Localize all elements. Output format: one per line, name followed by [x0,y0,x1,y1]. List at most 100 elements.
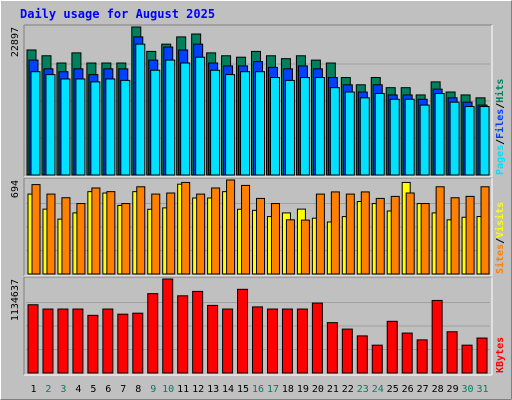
visits-ymax-label: 694 [10,180,21,198]
hits-ymax-label: 22897 [10,27,21,57]
day-label: 14 [222,384,234,395]
pages-bar [135,43,146,176]
sites-bar [151,193,161,275]
pages-bar [389,98,400,176]
sites-bar [241,184,251,275]
kbytes-bar [341,328,353,374]
kbytes-bar [326,322,338,374]
sites-bar [91,187,101,275]
pages-bar [105,78,116,176]
day-label: 11 [177,384,189,395]
pages-bar [344,91,355,176]
pages-bar [404,98,415,176]
kbytes-bar [401,332,413,374]
kbytes-bar [237,288,249,374]
sites-bar [256,197,266,275]
pages-bar [120,79,131,176]
pages-bar [90,81,101,176]
day-label: 29 [447,384,459,395]
day-label: 28 [432,384,444,395]
sites-bar [315,193,325,275]
sites-bar [61,197,71,275]
chart-title: Daily usage for August 2025 [20,7,215,21]
kbytes-bar [461,344,473,374]
kbytes-bar [207,304,219,374]
day-label: 18 [282,384,294,395]
day-label: 3 [60,384,66,395]
legend-pages: Pages [495,145,506,175]
day-label: 19 [297,384,309,395]
pages-bar [419,104,430,176]
day-label: 27 [417,384,429,395]
sites-bar [270,203,280,275]
kbytes-bar [476,337,488,374]
sites-bar [450,197,460,275]
kbytes-bar [356,335,368,374]
pages-bar [314,77,325,176]
sites-bar [465,195,475,275]
kbytes-bar [386,320,398,374]
kbytes-bar [177,295,189,374]
day-label: 20 [312,384,324,395]
kbytes-bar [57,308,69,374]
hits-files-pages-legend: Pages/Files/Hits [494,79,506,175]
legend-sites: Sites [494,244,506,274]
sites-bar [375,197,385,275]
sites-bar [360,191,370,275]
sites-bar [435,186,445,275]
sites-bar [136,186,146,275]
sites-bar [31,184,41,275]
kbytes-bar [192,290,204,374]
day-label: 25 [387,384,399,395]
pages-bar [329,87,340,176]
day-label: 16 [252,384,264,395]
day-label: 15 [237,384,249,395]
day-label: 5 [90,384,96,395]
pages-bar [269,77,280,176]
pages-bar [255,71,266,176]
kbytes-panel [23,276,493,376]
kbytes-bar [102,308,114,374]
kbytes-bar [162,278,174,374]
sites-bar [181,181,191,275]
pages-bar [284,79,295,176]
kbytes-bar [371,344,383,374]
pages-bar [434,92,445,176]
kbytes-bar [27,304,39,374]
day-label: 24 [372,384,384,395]
kbytes-bar [222,308,234,374]
sites-bar [166,192,176,275]
sites-bar [405,192,415,275]
pages-bar [479,106,490,176]
pages-bar [150,69,161,176]
kbytes-bar [117,313,129,374]
kbytes-legend: KBytes [495,337,506,373]
day-axis-labels: 1 2 3 4 5 6 7 8 9 10 11 12 13 14 15 16 17 18 19 20 21 22 23 24 2… [30,384,488,395]
sites-bar [76,203,86,275]
pages-bar [449,101,460,176]
pages-bar [165,59,176,176]
kbytes-ymax-label: 1134637 [10,279,21,321]
visits-sites-panel [23,177,493,277]
kbytes-bar [281,308,293,374]
hits-files-pages-panel [23,24,493,178]
sites-bar [420,203,430,275]
legend-separator: / [495,139,506,145]
day-label: 31 [476,384,488,395]
sites-bar [196,193,206,275]
sites-bar [226,179,236,275]
sites-bar [46,193,56,275]
legend-files: Files [494,109,506,139]
pages-bar [374,92,385,176]
day-label: 8 [135,384,141,395]
day-label: 7 [120,384,126,395]
kbytes-bar [147,293,159,374]
kbytes-bar [72,308,84,374]
pages-bar [45,74,56,176]
legend-separator: / [495,238,506,244]
kbytes-bar [252,306,264,374]
day-label: 10 [162,384,174,395]
sites-bar [285,219,295,275]
day-label: 4 [75,384,81,395]
